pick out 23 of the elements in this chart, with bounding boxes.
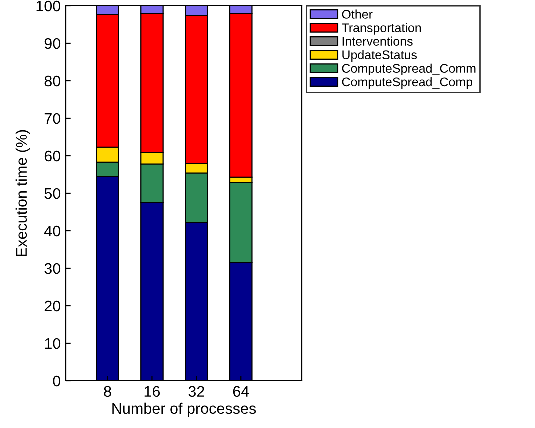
legend-label: UpdateStatus xyxy=(342,50,418,62)
x-axis-title: Number of processes xyxy=(112,402,256,418)
y-axis-title: Execution time (%) xyxy=(16,130,30,256)
x-tick-label: 64 xyxy=(233,386,250,398)
legend-label: ComputeSpread_Comm xyxy=(342,64,476,76)
legend-label: Interventions xyxy=(342,36,413,46)
legend-label: Transportation xyxy=(342,23,422,35)
y-tick-label: 0 xyxy=(53,376,61,387)
x-tick-label: 8 xyxy=(104,386,112,398)
y-tick-label: 70 xyxy=(44,113,61,124)
y-tick-label: 10 xyxy=(45,338,61,350)
y-tick-label: 20 xyxy=(44,300,61,312)
y-tick-label: 80 xyxy=(44,76,61,87)
y-tick-label: 40 xyxy=(44,226,61,237)
legend-label: ComputeSpread_Comp xyxy=(342,77,473,90)
x-tick-label: 16 xyxy=(144,386,160,398)
y-tick-label: 100 xyxy=(36,0,61,12)
legend-label: Other xyxy=(342,10,373,19)
y-tick-label: 50 xyxy=(44,188,61,200)
y-tick-label: 60 xyxy=(44,150,61,162)
x-tick-label: 32 xyxy=(188,386,204,398)
y-tick-label: 90 xyxy=(44,38,61,50)
y-tick-label: 30 xyxy=(44,263,61,274)
